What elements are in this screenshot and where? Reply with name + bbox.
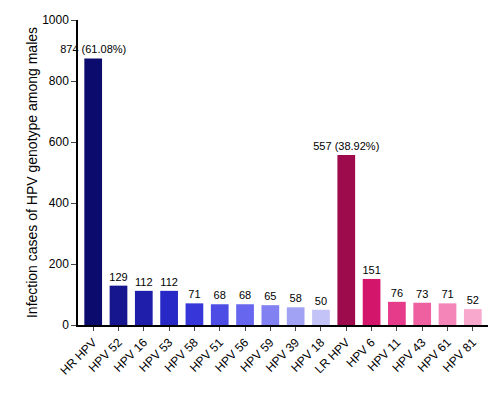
- svg-text:68: 68: [214, 289, 226, 301]
- svg-text:65: 65: [264, 290, 276, 302]
- svg-text:HPV 81: HPV 81: [440, 335, 479, 374]
- svg-text:71: 71: [441, 288, 453, 300]
- svg-text:1000: 1000: [42, 13, 69, 27]
- svg-text:50: 50: [315, 295, 327, 307]
- svg-text:HR HPV: HR HPV: [58, 336, 100, 378]
- svg-text:400: 400: [49, 196, 69, 210]
- svg-text:HPV 59: HPV 59: [238, 335, 277, 374]
- svg-text:76: 76: [391, 287, 403, 299]
- svg-text:52: 52: [467, 294, 479, 306]
- svg-text:68: 68: [239, 289, 251, 301]
- svg-text:0: 0: [62, 318, 69, 332]
- svg-text:HPV 11: HPV 11: [365, 335, 404, 374]
- svg-text:HPV 51: HPV 51: [187, 335, 226, 374]
- svg-text:112: 112: [160, 276, 178, 288]
- svg-text:HPV 58: HPV 58: [162, 335, 201, 374]
- svg-text:HPV 61: HPV 61: [415, 335, 454, 374]
- svg-text:HPV 18: HPV 18: [288, 335, 327, 374]
- svg-text:HPV 6: HPV 6: [344, 335, 379, 370]
- svg-text:129: 129: [109, 271, 127, 283]
- svg-text:71: 71: [188, 288, 200, 300]
- svg-text:800: 800: [49, 74, 69, 88]
- svg-text:73: 73: [416, 288, 428, 300]
- svg-text:557 (38.92%): 557 (38.92%): [313, 140, 379, 152]
- svg-text:Infection cases of HPV genotyp: Infection cases of HPV genotype among ma…: [24, 27, 40, 318]
- svg-text:HPV 43: HPV 43: [389, 335, 428, 374]
- svg-text:600: 600: [49, 135, 69, 149]
- svg-text:874 (61.08%): 874 (61.08%): [60, 43, 126, 55]
- svg-text:HPV 39: HPV 39: [263, 335, 302, 374]
- svg-text:HPV 52: HPV 52: [86, 335, 125, 374]
- svg-text:112: 112: [135, 276, 153, 288]
- svg-text:LR HPV: LR HPV: [312, 336, 353, 377]
- svg-text:HPV 16: HPV 16: [111, 335, 150, 374]
- svg-text:151: 151: [362, 264, 380, 276]
- svg-text:58: 58: [290, 292, 302, 304]
- svg-text:HPV 53: HPV 53: [136, 335, 175, 374]
- svg-text:HPV 56: HPV 56: [212, 335, 251, 374]
- svg-text:200: 200: [49, 257, 69, 271]
